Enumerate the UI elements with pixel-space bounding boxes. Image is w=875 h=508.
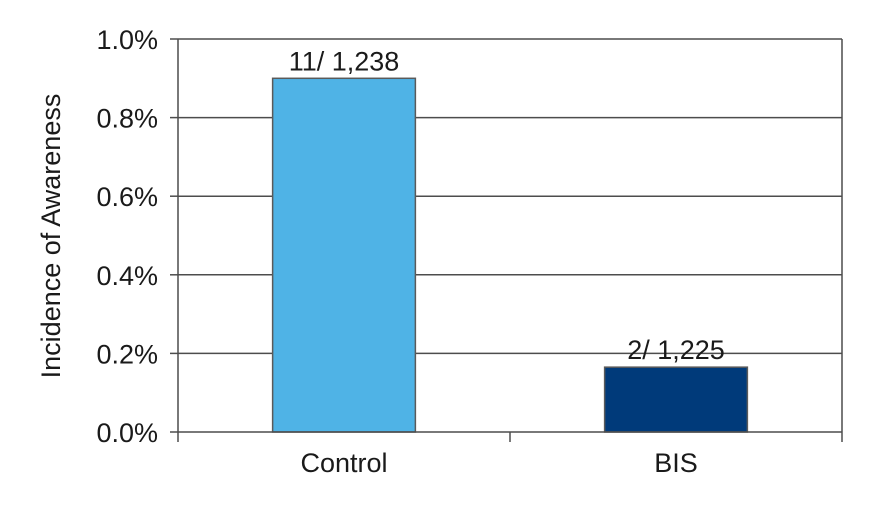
bar-control <box>271 77 417 433</box>
y-tick-label: 0.4% <box>96 261 158 291</box>
category-label-control: Control <box>300 448 387 478</box>
y-tick-labels: 0.0% 0.2% 0.4% 0.6% 0.8% 1.0% <box>96 25 158 448</box>
axes <box>170 38 843 442</box>
y-tick-label: 0.8% <box>96 104 158 134</box>
y-tick-label: 0.2% <box>96 339 158 369</box>
data-labels: 11/ 1,238 2/ 1,225 <box>289 46 725 365</box>
y-axis-title: Incidence of Awareness <box>36 94 66 379</box>
x-category-labels: Control BIS <box>300 448 697 478</box>
data-label-bis: 2/ 1,225 <box>627 335 725 365</box>
category-label-bis: BIS <box>654 448 698 478</box>
bars <box>271 77 749 433</box>
y-tick-label: 1.0% <box>96 25 158 55</box>
data-label-control: 11/ 1,238 <box>289 46 400 76</box>
y-tick-label: 0.6% <box>96 182 158 212</box>
y-tick-label: 0.0% <box>96 418 158 448</box>
bar-bis <box>603 366 749 433</box>
